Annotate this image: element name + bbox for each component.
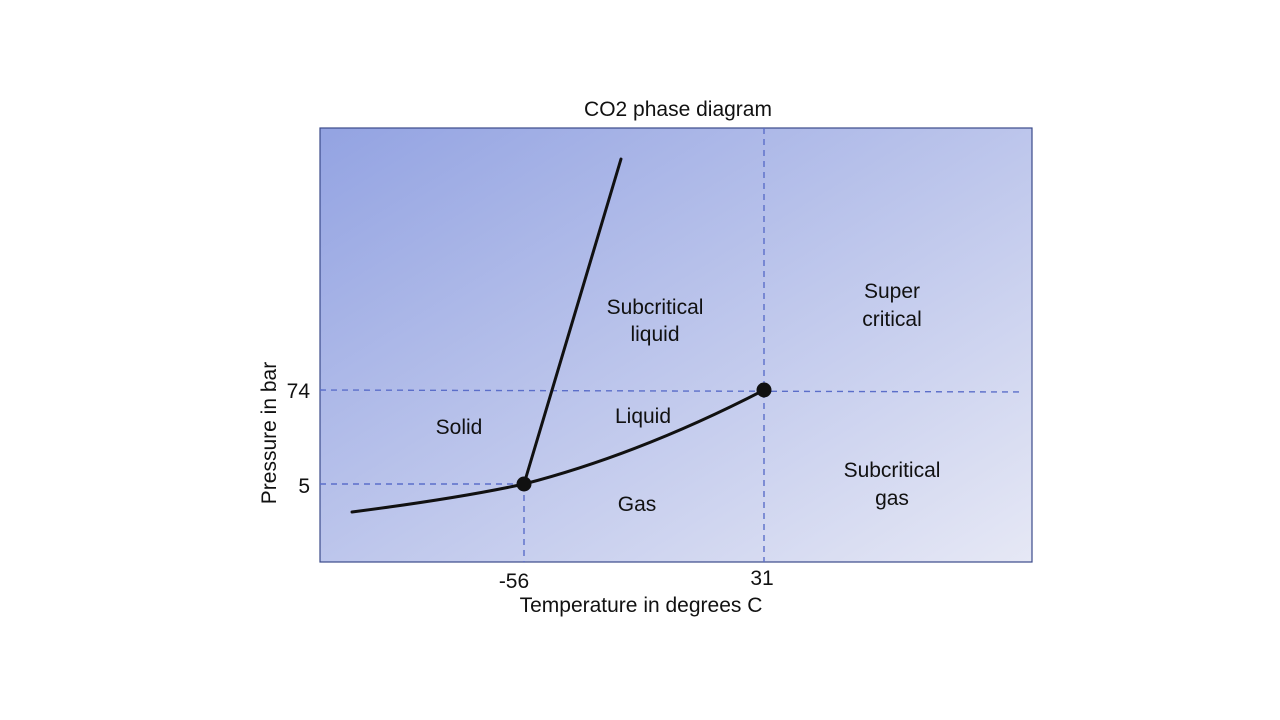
vaporization-curve [522,388,766,486]
melting-curve [522,157,623,486]
region-label-subcritical-liquid-2: liquid [630,323,679,346]
region-label-subcritical-gas-1: Subcritical [844,459,941,482]
y-axis-title: Pressure in bar [258,362,281,504]
x-axis-title: Temperature in degrees C [520,594,763,617]
region-label-solid: Solid [436,416,483,439]
y-tick-74: 74 [287,380,311,403]
diagram-title: CO2 phase diagram [584,98,772,121]
plot-area [319,127,1033,563]
region-label-liquid: Liquid [615,405,671,428]
phase-curves [350,157,766,514]
region-label-supercritical-1: Super [864,280,920,303]
sublimation-curve [350,482,526,514]
triple-point-marker [516,476,532,492]
x-tick-31: 31 [750,567,773,590]
region-label-supercritical-2: critical [862,308,922,331]
guide-lines [319,128,1025,562]
y-tick-5: 5 [298,475,310,498]
region-label-subcritical-liquid-1: Subcritical [607,296,704,319]
critical-point-marker [756,382,772,398]
x-tick-minus-56: -56 [499,570,529,593]
guide-horizontal-critical [319,389,1025,393]
region-label-subcritical-gas-2: gas [875,487,909,510]
region-label-gas: Gas [618,493,657,516]
